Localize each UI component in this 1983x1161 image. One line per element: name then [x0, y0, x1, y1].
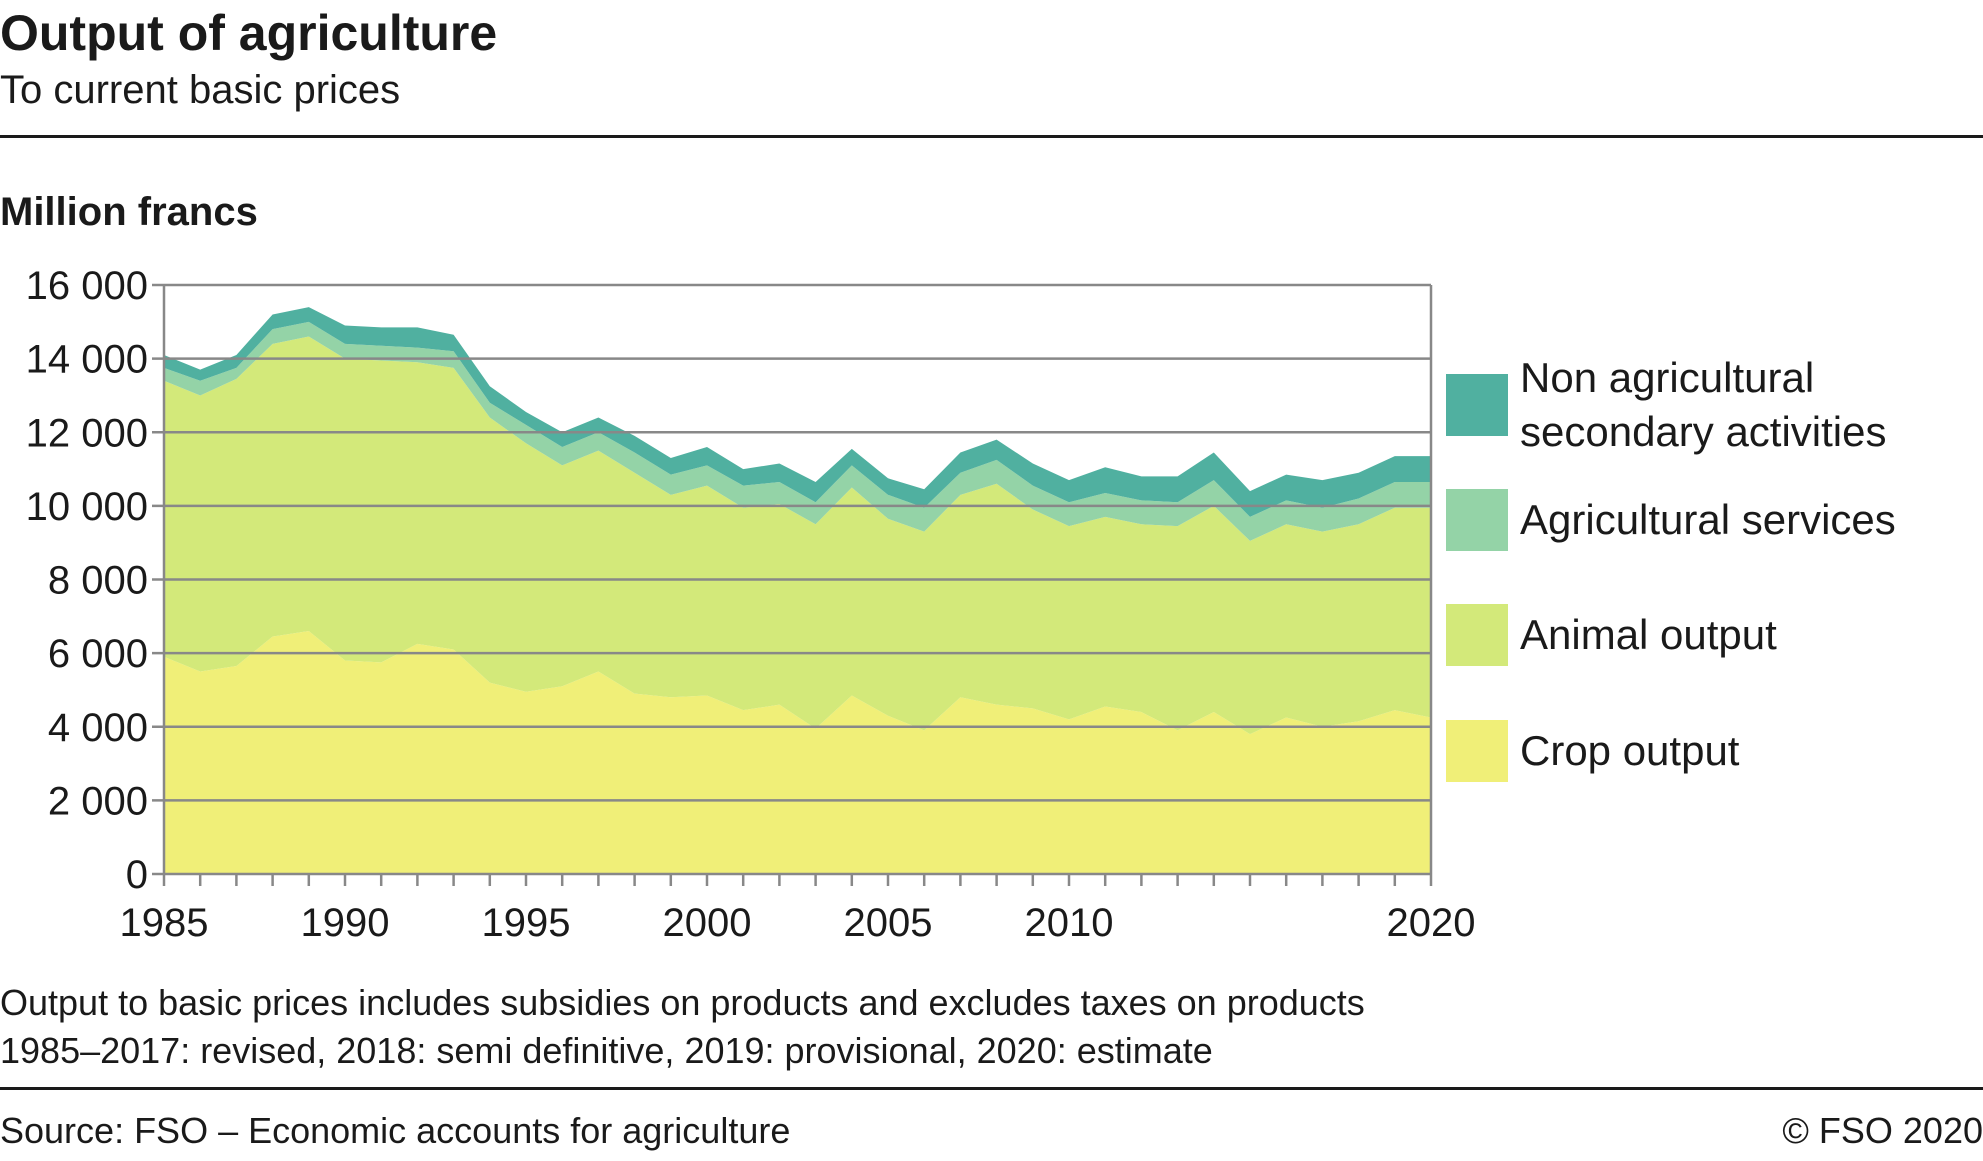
area-agricultural-services	[164, 321, 1431, 541]
area-animal-output	[164, 336, 1431, 735]
legend-label: secondary activities	[1520, 408, 1887, 455]
legend-swatch	[1446, 489, 1508, 551]
legend-label: Agricultural services	[1520, 496, 1896, 543]
copyright-text: © FSO 2020	[1782, 1110, 1983, 1151]
legend-swatch	[1446, 720, 1508, 782]
x-tick-label: 2000	[663, 901, 752, 945]
legend-swatch	[1446, 604, 1508, 666]
y-tick-label: 12 000	[26, 411, 148, 455]
y-tick-label: 16 000	[26, 264, 148, 308]
y-tick-label: 4 000	[48, 706, 148, 750]
chart-subtitle: To current basic prices	[0, 68, 401, 112]
top-divider	[0, 135, 1983, 138]
footnote-1: Output to basic prices includes subsidie…	[0, 982, 1365, 1023]
area-non-agricultural-secondary-activities	[164, 307, 1431, 517]
x-tick-label: 2005	[844, 901, 933, 945]
y-axis-label: Million francs	[0, 190, 258, 234]
bottom-divider	[0, 1087, 1983, 1090]
x-tick-label: 1990	[301, 901, 390, 945]
source-text: Source: FSO – Economic accounts for agri…	[0, 1110, 791, 1151]
legend-label: Crop output	[1520, 727, 1740, 774]
x-tick-label: 1985	[120, 901, 209, 945]
footnote-2: 1985–2017: revised, 2018: semi definitiv…	[0, 1030, 1213, 1071]
chart-title: Output of agriculture	[0, 5, 498, 61]
stacked-area-chart: 0 2 000 4 000 6 000 8 000 10 000 12 000 14 000 1…	[26, 264, 1896, 945]
y-tick-label: 2 000	[48, 779, 148, 823]
legend-label: Animal output	[1520, 611, 1777, 658]
y-tick-label: 14 000	[26, 338, 148, 382]
area-crop-output	[164, 631, 1431, 874]
x-tick-label: 2020	[1387, 901, 1476, 945]
legend-label: Non agricultural	[1520, 354, 1814, 401]
y-tick-label: 0	[126, 853, 148, 897]
legend-swatch	[1446, 374, 1508, 436]
x-tick-label: 1995	[482, 901, 571, 945]
y-tick-label: 10 000	[26, 485, 148, 529]
x-tick-label: 2010	[1025, 901, 1114, 945]
y-tick-label: 6 000	[48, 632, 148, 676]
y-tick-label: 8 000	[48, 559, 148, 603]
